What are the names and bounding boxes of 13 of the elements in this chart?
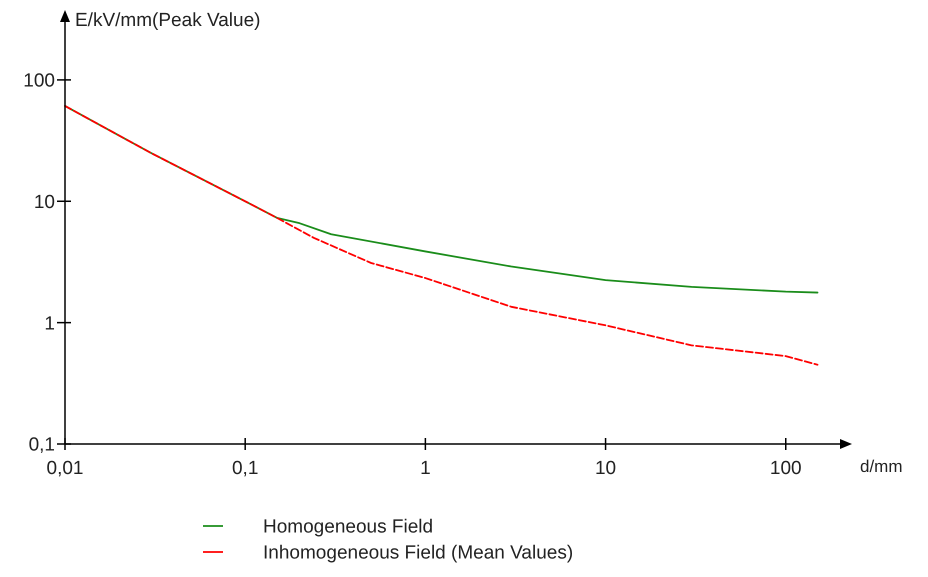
y-tick-label: 0,1 bbox=[28, 434, 55, 456]
x-axis-title: d/mm bbox=[860, 457, 902, 476]
legend-label: Inhomogeneous Field (Mean Values) bbox=[263, 542, 574, 564]
x-tick-label: 100 bbox=[770, 458, 802, 479]
x-tick-label: 1 bbox=[420, 458, 431, 479]
y-tick-label: 10 bbox=[34, 192, 55, 213]
y-tick-label: 1 bbox=[44, 313, 55, 334]
y-tick-label: 100 bbox=[23, 70, 55, 92]
x-tick-label: 0,1 bbox=[232, 458, 258, 479]
legend-label: Homogeneous Field bbox=[263, 516, 434, 538]
x-tick-label: 10 bbox=[595, 458, 616, 479]
x-tick-label: 0,01 bbox=[46, 458, 84, 479]
y-axis-title: E/kV/mm(Peak Value) bbox=[75, 10, 260, 31]
